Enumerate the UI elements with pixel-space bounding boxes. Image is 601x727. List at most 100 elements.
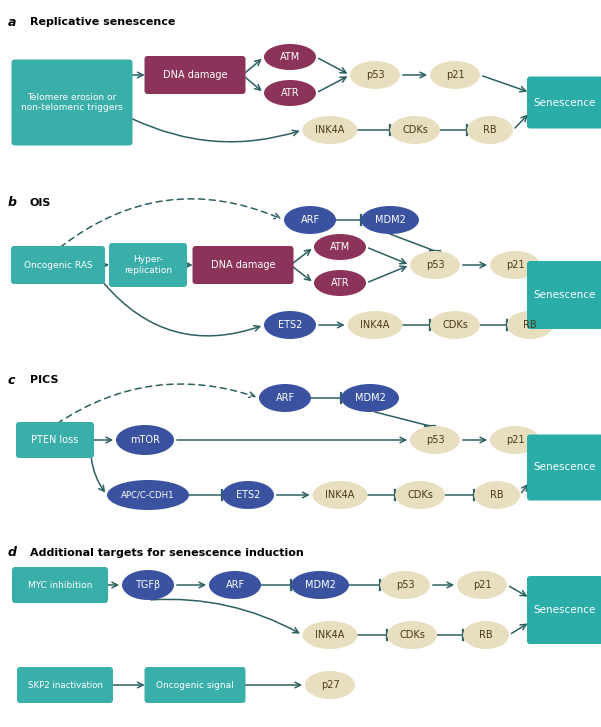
Text: INK4A: INK4A [361,320,389,330]
Text: PICS: PICS [30,375,58,385]
Text: TGFβ: TGFβ [135,580,160,590]
Ellipse shape [463,621,509,649]
Text: p53: p53 [365,70,384,80]
Text: OIS: OIS [30,198,51,208]
Ellipse shape [284,206,336,234]
Text: Senescence: Senescence [534,462,596,473]
FancyBboxPatch shape [192,246,293,284]
Text: INK4A: INK4A [316,630,345,640]
Text: Additional targets for senescence induction: Additional targets for senescence induct… [30,548,304,558]
Text: Oncogenic signal: Oncogenic signal [156,680,234,689]
FancyBboxPatch shape [527,261,601,329]
Ellipse shape [341,384,399,412]
Ellipse shape [490,251,540,279]
Ellipse shape [390,116,440,144]
Ellipse shape [387,621,437,649]
Text: ARF: ARF [275,393,294,403]
Ellipse shape [222,481,274,509]
FancyBboxPatch shape [11,246,105,284]
Text: p21: p21 [505,435,524,445]
Text: Senescence: Senescence [534,97,596,108]
Text: Senescence: Senescence [534,290,596,300]
Text: ARF: ARF [225,580,245,590]
Ellipse shape [507,311,553,339]
Text: ETS2: ETS2 [236,490,260,500]
Text: p27: p27 [320,680,340,690]
Text: Oncogenic RAS: Oncogenic RAS [23,260,93,270]
Ellipse shape [302,116,358,144]
Ellipse shape [313,481,367,509]
Text: MDM2: MDM2 [355,393,385,403]
FancyBboxPatch shape [527,435,601,500]
Text: p53: p53 [426,435,444,445]
Text: a: a [8,15,16,28]
Text: ARF: ARF [300,215,320,225]
Text: p21: p21 [473,580,491,590]
Ellipse shape [467,116,513,144]
Text: c: c [8,374,16,387]
Text: MDM2: MDM2 [305,580,335,590]
Text: b: b [8,196,17,209]
Ellipse shape [410,251,460,279]
Text: CDKs: CDKs [442,320,468,330]
Text: INK4A: INK4A [325,490,355,500]
Text: p21: p21 [505,260,524,270]
Ellipse shape [209,571,261,599]
FancyBboxPatch shape [12,567,108,603]
FancyBboxPatch shape [527,76,601,129]
FancyBboxPatch shape [144,56,245,94]
Text: INK4A: INK4A [316,125,345,135]
Text: Telomere erosion or
non-telomeric triggers: Telomere erosion or non-telomeric trigge… [21,93,123,112]
Ellipse shape [116,425,174,455]
Text: ATM: ATM [280,52,300,62]
Ellipse shape [490,426,540,454]
Ellipse shape [430,311,480,339]
Ellipse shape [264,44,316,70]
FancyBboxPatch shape [527,576,601,644]
Text: MDM2: MDM2 [374,215,406,225]
Text: APC/C-CDH1: APC/C-CDH1 [121,491,175,499]
FancyBboxPatch shape [109,243,187,287]
Text: p53: p53 [395,580,414,590]
Ellipse shape [361,206,419,234]
Ellipse shape [347,311,403,339]
Text: SKP2 inactivation: SKP2 inactivation [28,680,103,689]
FancyBboxPatch shape [16,422,94,458]
Ellipse shape [259,384,311,412]
Ellipse shape [474,481,520,509]
Text: mTOR: mTOR [130,435,160,445]
Text: d: d [8,547,17,560]
Text: ATM: ATM [330,242,350,252]
Text: MYC inhibition: MYC inhibition [28,580,92,590]
Text: Senescence: Senescence [534,605,596,615]
Ellipse shape [264,80,316,106]
Text: CDKs: CDKs [407,490,433,500]
Ellipse shape [430,61,480,89]
Ellipse shape [107,480,189,510]
FancyBboxPatch shape [11,60,132,145]
Ellipse shape [457,571,507,599]
Text: p21: p21 [446,70,465,80]
Ellipse shape [380,571,430,599]
Text: RB: RB [490,490,504,500]
Text: ATR: ATR [281,88,299,98]
Text: RB: RB [523,320,537,330]
Ellipse shape [314,234,366,260]
Text: p53: p53 [426,260,444,270]
Text: DNA damage: DNA damage [163,70,227,80]
Ellipse shape [122,570,174,600]
Text: Replicative senescence: Replicative senescence [30,17,175,27]
Text: RB: RB [479,630,493,640]
Text: Hyper-
replication: Hyper- replication [124,255,172,275]
Ellipse shape [264,311,316,339]
Text: ETS2: ETS2 [278,320,302,330]
Ellipse shape [350,61,400,89]
Ellipse shape [395,481,445,509]
Text: CDKs: CDKs [402,125,428,135]
Ellipse shape [305,671,355,699]
FancyBboxPatch shape [144,667,245,703]
Ellipse shape [291,571,349,599]
Text: RB: RB [483,125,497,135]
Text: DNA damage: DNA damage [211,260,275,270]
Ellipse shape [314,270,366,296]
